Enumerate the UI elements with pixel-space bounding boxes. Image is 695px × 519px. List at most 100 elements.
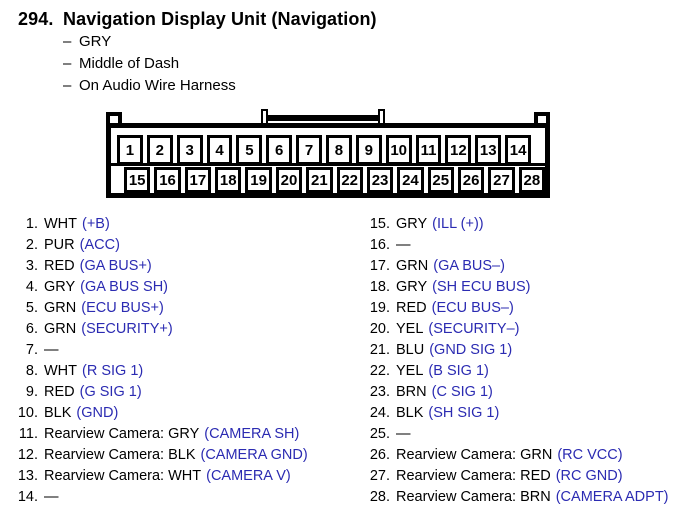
pin-description: GRN (SECURITY+) xyxy=(44,319,173,340)
pin-description: GRY (SH ECU BUS) xyxy=(396,277,530,298)
wire-color: Rearview Camera: WHT xyxy=(44,468,202,484)
pin-description: — xyxy=(44,340,64,361)
pin-number: 21. xyxy=(369,342,390,358)
connector-diagram: 1 2 3 4 5 6 7 8 9 10 11 12 xyxy=(106,106,550,200)
pin-row: 13. Rearview Camera: WHT (CAMERA V) xyxy=(12,466,308,487)
connector-pin-cell: 22 xyxy=(336,167,363,193)
connector-pin-cell: 17 xyxy=(184,167,212,193)
header-details: – GRY – Middle of Dash – On Audio Wire H… xyxy=(63,31,236,97)
pin-number: 1. xyxy=(25,216,38,232)
pin-description: — xyxy=(396,235,416,256)
pin-description: RED (G SIG 1) xyxy=(44,382,142,403)
connector-pin-cell: 28 xyxy=(518,167,546,193)
pin-number: 10. xyxy=(17,405,38,421)
pin-number: 11. xyxy=(18,426,38,442)
pin-number: 2. xyxy=(25,237,38,253)
pin-number: 16. xyxy=(369,237,390,253)
connector-pin-row-top: 1 2 3 4 5 6 7 8 9 10 11 12 xyxy=(117,135,532,165)
pin-number: 26. xyxy=(369,447,390,463)
connector-pin-cell: 15 xyxy=(124,167,151,193)
pin-description: BLK (SH SIG 1) xyxy=(396,403,499,424)
wire-color: Rearview Camera: GRN xyxy=(396,447,553,463)
pin-row: 28. Rearview Camera: BRN (CAMERA ADPT) xyxy=(360,487,669,508)
wire-color: Rearview Camera: GRY xyxy=(44,426,200,442)
pin-description: GRN (GA BUS–) xyxy=(396,256,505,277)
pin-row: 19. RED (ECU BUS–) xyxy=(360,298,669,319)
pin-number: 14. xyxy=(17,489,38,505)
pin-number: 27. xyxy=(369,468,390,484)
pin-row: 26. Rearview Camera: GRN (RC VCC) xyxy=(360,445,669,466)
wire-color: WHT xyxy=(44,363,78,379)
wire-color: — xyxy=(44,342,59,358)
connector-pin-cell: 11 xyxy=(415,135,442,165)
wire-color: Rearview Camera: BLK xyxy=(44,447,196,463)
pin-description: — xyxy=(44,487,64,508)
wire-color: WHT xyxy=(44,216,78,232)
pin-number: 28. xyxy=(369,489,390,505)
pin-description: PUR (ACC) xyxy=(44,235,120,256)
pin-row: 1. WHT (+B) xyxy=(12,214,308,235)
pin-signal: (SH ECU BUS) xyxy=(432,279,531,295)
pin-signal: (ECU BUS+) xyxy=(81,300,164,316)
pin-signal: (GA BUS SH) xyxy=(80,279,168,295)
pin-row: 12. Rearview Camera: BLK (CAMERA GND) xyxy=(12,445,308,466)
pin-description: GRY (ILL (+)) xyxy=(396,214,484,235)
pin-number: 15. xyxy=(369,216,390,232)
wire-color: BRN xyxy=(396,384,427,400)
detail-line: – Middle of Dash xyxy=(63,53,236,75)
pin-description: YEL (SECURITY–) xyxy=(396,319,519,340)
connector-pin-cell: 26 xyxy=(457,167,485,193)
pin-number: 13. xyxy=(17,468,38,484)
pin-signal: (R SIG 1) xyxy=(82,363,144,379)
pin-row: 15. GRY (ILL (+)) xyxy=(360,214,669,235)
pin-signal: (G SIG 1) xyxy=(79,384,142,400)
wire-color: RED xyxy=(396,300,427,316)
wire-color: Rearview Camera: BRN xyxy=(396,489,551,505)
pin-row: 18. GRY (SH ECU BUS) xyxy=(360,277,669,298)
pin-row: 17. GRN (GA BUS–) xyxy=(360,256,669,277)
wire-color: BLK xyxy=(396,405,424,421)
pin-signal: (CAMERA V) xyxy=(206,468,291,484)
pin-number: 7. xyxy=(25,342,38,358)
wire-color: GRN xyxy=(44,300,77,316)
wire-color: — xyxy=(396,237,411,253)
connector-pin-cell: 3 xyxy=(176,135,203,165)
connector-pin-cell: 14 xyxy=(505,135,532,165)
pin-description: — xyxy=(396,424,416,445)
pin-signal: (+B) xyxy=(82,216,110,232)
pin-row: 25. — xyxy=(360,424,669,445)
pin-description: WHT (+B) xyxy=(44,214,110,235)
pin-number: 23. xyxy=(369,384,390,400)
pin-description: Rearview Camera: RED (RC GND) xyxy=(396,466,623,487)
pin-description: Rearview Camera: BLK (CAMERA GND) xyxy=(44,445,308,466)
connector-row-divider xyxy=(111,163,545,166)
pin-number: 22. xyxy=(369,363,390,379)
connector-pin-cell: 10 xyxy=(385,135,412,165)
pin-row: 8. WHT (R SIG 1) xyxy=(12,361,308,382)
pin-row: 11. Rearview Camera: GRY (CAMERA SH) xyxy=(12,424,308,445)
wire-color: BLK xyxy=(44,405,72,421)
pin-number: 24. xyxy=(369,405,390,421)
wire-color: RED xyxy=(44,258,75,274)
pin-description: RED (GA BUS+) xyxy=(44,256,152,277)
pin-number: 12. xyxy=(17,447,38,463)
connector-pin-cell: 27 xyxy=(488,167,515,193)
pin-row: 14. — xyxy=(12,487,308,508)
pin-description: Rearview Camera: GRY (CAMERA SH) xyxy=(44,424,299,445)
connector-pin-cell: 2 xyxy=(146,135,173,165)
pin-signal: (CAMERA GND) xyxy=(200,447,308,463)
pin-row: 21. BLU (GND SIG 1) xyxy=(360,340,669,361)
pin-signal: (SECURITY–) xyxy=(428,321,520,337)
connector-pin-cell: 8 xyxy=(326,135,352,165)
pin-row: 7. — xyxy=(12,340,308,361)
detail-text: Middle of Dash xyxy=(79,55,180,72)
connector-pin-cell: 24 xyxy=(397,167,424,193)
pin-number: 18. xyxy=(369,279,390,295)
pin-number: 4. xyxy=(25,279,38,295)
wire-color: GRY xyxy=(44,279,76,295)
pin-signal: (GND SIG 1) xyxy=(429,342,513,358)
connector-pin-cell: 19 xyxy=(245,167,272,193)
pin-signal: (CAMERA ADPT) xyxy=(555,489,669,505)
connector-pin-cell: 23 xyxy=(366,167,394,193)
